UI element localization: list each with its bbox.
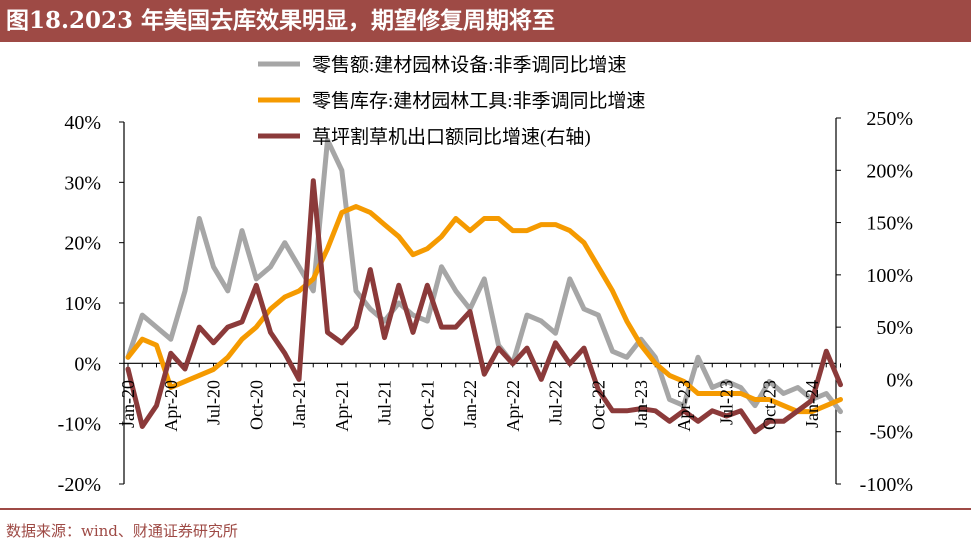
x-tick-label: Oct-22 — [588, 380, 608, 430]
left-y-tick-label: 30% — [64, 172, 101, 194]
x-tick-label: Jan-22 — [460, 380, 480, 428]
footer-rule — [0, 508, 971, 510]
right-y-tick-label: 200% — [866, 160, 913, 182]
left-y-tick-label: -20% — [58, 474, 101, 496]
source-note: 数据来源：wind、财通证券研究所 — [6, 522, 238, 540]
x-tick-label: Jul-22 — [546, 380, 566, 425]
x-tick-label: Jul-21 — [375, 380, 395, 425]
x-tick-label: Jul-23 — [717, 380, 737, 425]
right-y-tick-label: 250% — [866, 108, 913, 130]
right-y-tick-label: -100% — [860, 474, 913, 496]
left-y-tick-label: 10% — [64, 293, 101, 315]
right-y-tick-label: 50% — [876, 317, 913, 339]
x-tick-label: Jan-20 — [118, 380, 138, 428]
series-line-1 — [125, 137, 843, 415]
x-tick-label: Apr-20 — [161, 380, 181, 432]
x-tick-label: Jan-23 — [631, 380, 651, 428]
right-y-tick-label: 100% — [866, 265, 913, 287]
left-y-tick-label: 20% — [64, 233, 101, 255]
x-tick-label: Jan-21 — [289, 380, 309, 428]
x-tick-label: Jul-20 — [204, 380, 224, 425]
left-y-tick-label: -10% — [58, 414, 101, 436]
right-y-tick-label: 150% — [866, 213, 913, 235]
legend-label-2: 零售库存:建材园林工具:非季调同比增速 — [312, 90, 646, 112]
x-tick-label: Apr-23 — [674, 380, 694, 432]
left-y-tick-label: 0% — [74, 353, 101, 375]
series-line-3 — [125, 178, 843, 435]
x-tick-label: Jan-24 — [802, 380, 822, 428]
x-tick-label: Apr-21 — [332, 380, 352, 432]
left-y-tick-label: 40% — [64, 112, 101, 134]
chart-title: 图18.2023 年美国去库效果明显，期望修复周期将至 — [6, 7, 556, 34]
x-tick-label: Oct-21 — [417, 380, 437, 430]
legend-label-1: 零售额:建材园林设备:非季调同比增速 — [312, 54, 627, 76]
x-tick-label: Apr-22 — [503, 380, 523, 432]
right-y-tick-label: -50% — [870, 422, 913, 444]
x-tick-label: Oct-20 — [246, 380, 266, 430]
series-line-2 — [125, 204, 843, 415]
x-tick-label: Oct-23 — [759, 380, 779, 430]
title-bar: 图18.2023 年美国去库效果明显，期望修复周期将至 — [0, 0, 971, 42]
legend-label-3: 草坪割草机出口额同比增速(右轴) — [312, 126, 591, 148]
chart: 40% 30% 20% 10% 0% -10% -20% 250% 200% 150% 100% 50… — [58, 54, 913, 496]
right-y-tick-label: 0% — [886, 369, 913, 391]
